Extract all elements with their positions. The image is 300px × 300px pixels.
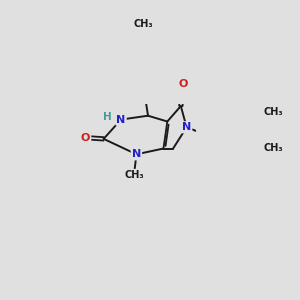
Text: N: N [182,122,191,132]
Text: CH₃: CH₃ [263,106,283,117]
Text: N: N [132,149,141,159]
Text: O: O [81,133,90,143]
Text: CH₃: CH₃ [134,19,153,29]
Text: N: N [116,115,126,124]
Text: CH₃: CH₃ [124,170,144,180]
Text: O: O [178,79,188,89]
Text: H: H [103,112,112,122]
Text: CH₃: CH₃ [263,143,283,153]
